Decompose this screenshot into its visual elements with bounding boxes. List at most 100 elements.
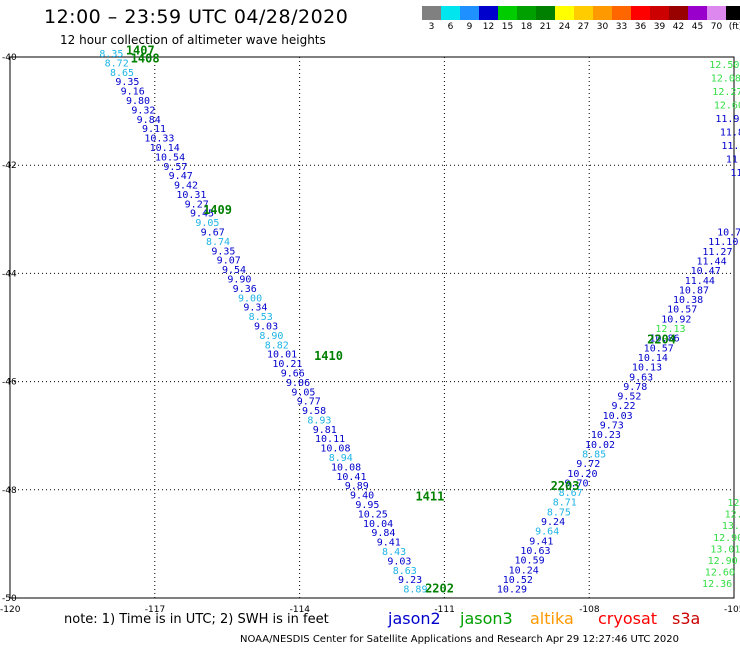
wave-height-label: 10.52 — [503, 575, 533, 586]
longitude-label: -108 — [579, 605, 600, 615]
wave-height-label: 10.14 — [638, 353, 668, 364]
wave-height-label: 11.44 — [697, 256, 727, 267]
wave-height-label: 9.06 — [286, 378, 310, 389]
scale-swatch — [574, 6, 593, 20]
scale-swatch — [669, 6, 688, 20]
wave-height-label: 10.33 — [144, 134, 174, 145]
scale-label: 30 — [596, 22, 609, 32]
wave-height-label: 10.01 — [267, 350, 297, 361]
wave-height-label: 9.42 — [174, 181, 198, 192]
wave-height-label: 10.29 — [497, 585, 527, 596]
wave-height-label: 8.43 — [382, 547, 406, 558]
wave-height-label: 9.41 — [377, 538, 401, 549]
wave-height-label: 9.23 — [398, 575, 422, 586]
wave-height-label: 10.54 — [155, 152, 185, 163]
wave-height-label: 9.45 — [190, 209, 214, 220]
scale-label: 9 — [466, 22, 473, 32]
legend-jason2: jason2 — [388, 609, 441, 628]
wave-height-label: 12.90 — [708, 556, 738, 567]
wave-height-label: 9.78 — [623, 382, 647, 393]
wave-height-label: 12.90 — [713, 533, 740, 544]
wave-height-label: 10.20 — [567, 469, 597, 480]
pass-id-label: 1407 — [126, 43, 155, 57]
latitude-label: -44 — [2, 269, 17, 279]
wave-height-label: 12. — [727, 498, 740, 509]
wave-height-label: 9.34 — [243, 303, 267, 314]
wave-height-label: 12.60 — [705, 568, 735, 579]
wave-height-label: 10.57 — [644, 343, 674, 354]
pass-id-label: 1411 — [415, 490, 444, 504]
latitude-label: -40 — [2, 53, 17, 63]
wave-height-label: 12.13 — [655, 324, 685, 335]
wave-height-label: 9.27 — [185, 199, 209, 210]
longitude-label: -114 — [290, 605, 311, 615]
wave-height-label: 10.13 — [632, 363, 662, 374]
longitude-label: -111 — [434, 605, 454, 615]
wave-height-label: 10.08 — [320, 444, 350, 455]
wave-height-label: 12.36 — [702, 579, 732, 590]
longitude-label: -105 — [724, 605, 740, 615]
scale-label: 12 — [482, 22, 495, 32]
wave-height-label: 11.10 — [708, 237, 738, 248]
scale-swatch — [441, 6, 460, 20]
latitude-label: -46 — [2, 378, 17, 388]
scale-swatch — [650, 6, 669, 20]
wave-height-label: 13.01 — [710, 544, 740, 555]
wave-height-label: 9.73 — [600, 421, 624, 432]
longitude-label: -117 — [145, 605, 165, 615]
units-note: note: 1) Time is in UTC; 2) SWH is in fe… — [64, 612, 329, 627]
wave-height-label: 9.90 — [227, 275, 251, 286]
scale-label: 45 — [691, 22, 704, 32]
wave-height-label: 9.70 — [564, 478, 588, 489]
wave-height-label: 8.89 — [403, 585, 427, 596]
legend-cryosat: cryosat — [598, 609, 658, 628]
wave-height-label: 11.7 — [721, 141, 740, 152]
wave-height-label: 10.59 — [515, 556, 545, 567]
wave-height-label: 10.21 — [272, 359, 302, 370]
wave-height-label: 8.53 — [249, 312, 273, 323]
wave-height-label: 12.08 — [711, 73, 740, 84]
pass-id-label: 2204 — [647, 333, 676, 347]
pass-id-label: 1408 — [131, 51, 160, 65]
scale-label: 18 — [520, 22, 533, 32]
wave-height-label: 8.71 — [553, 498, 577, 509]
wave-height-label: 9.57 — [163, 162, 187, 173]
scale-label: 70 — [710, 22, 723, 32]
wave-height-label: 9.03 — [387, 556, 411, 567]
scale-swatch — [555, 6, 574, 20]
wave-height-label: 9.41 — [529, 536, 553, 547]
wave-height-label: 10.02 — [585, 440, 615, 451]
wave-height-label: 10.92 — [661, 314, 691, 325]
color-scale — [422, 6, 740, 20]
wave-height-label: 12. — [725, 510, 740, 521]
wave-height-label: 10.63 — [520, 546, 550, 557]
wave-height-label: 9.07 — [217, 256, 241, 267]
legend-altika: altika — [530, 609, 574, 628]
wave-height-label: 9.16 — [121, 87, 145, 98]
wave-height-label: 9.03 — [254, 321, 278, 332]
wave-height-label: 10.31 — [176, 190, 206, 201]
wave-height-label: 10.38 — [673, 295, 703, 306]
scale-label: 24 — [558, 22, 571, 32]
wave-height-label: 8.85 — [582, 449, 606, 460]
wave-height-label: 10.7 — [717, 228, 740, 239]
wave-height-label: 10.08 — [331, 462, 361, 473]
wave-height-label: 11 — [730, 168, 740, 179]
latitude-label: -42 — [2, 161, 17, 171]
wave-height-label: 8.82 — [265, 340, 289, 351]
scale-swatch — [726, 6, 740, 20]
scale-swatch — [631, 6, 650, 20]
longitude-label: -120 — [0, 605, 21, 615]
wave-height-label: 12.27 — [712, 87, 740, 98]
latitude-label: -48 — [2, 486, 17, 496]
scale-swatch — [536, 6, 555, 20]
wave-height-label: 9.47 — [169, 171, 193, 182]
scale-label: 33 — [615, 22, 628, 32]
wave-height-label: 11.27 — [702, 247, 732, 258]
wave-height-label: 9.32 — [131, 105, 155, 116]
wave-height-label: 9.40 — [350, 491, 374, 502]
wave-height-label: 9.72 — [576, 459, 600, 470]
wave-height-label: 8.67 — [559, 488, 583, 499]
wave-height-label: 12.50 — [709, 60, 739, 71]
